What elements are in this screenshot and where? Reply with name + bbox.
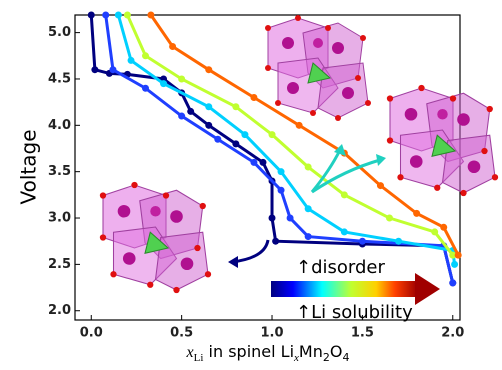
data-point	[413, 210, 420, 217]
data-point	[232, 140, 239, 147]
data-point	[205, 66, 212, 73]
data-point	[205, 122, 212, 129]
data-point	[178, 113, 185, 120]
data-point	[250, 159, 257, 166]
data-point	[109, 66, 116, 73]
y-tick-label: 2.0	[48, 303, 71, 318]
data-point	[142, 52, 149, 59]
data-point	[278, 187, 285, 194]
data-point	[187, 108, 194, 115]
x-label-part: 4	[342, 351, 349, 364]
annotation: ↑disorder	[296, 257, 385, 278]
data-point	[386, 215, 393, 222]
data-point	[269, 215, 276, 222]
y-tick-label: 2.5	[48, 257, 71, 272]
data-point	[305, 164, 312, 171]
x-tick-label: 1.0	[261, 326, 284, 341]
annotation: ↑Li solubility	[296, 302, 413, 323]
data-point	[272, 238, 279, 245]
data-point	[431, 228, 438, 235]
y-tick-label: 5.0	[48, 25, 71, 40]
data-point	[178, 75, 185, 82]
x-label-part: O	[330, 342, 343, 361]
data-point	[440, 224, 447, 231]
data-point	[147, 12, 154, 19]
data-point	[241, 131, 248, 138]
x-tick-label: 2.0	[441, 326, 464, 341]
x-axis-label: xLi in spinel LixMn2O4	[186, 342, 350, 364]
data-point	[269, 131, 276, 138]
x-tick-label: 0.0	[80, 326, 103, 341]
data-point	[377, 182, 384, 189]
data-point	[160, 80, 167, 87]
y-tick-label: 4.5	[48, 71, 71, 86]
data-point	[341, 228, 348, 235]
y-axis-label: Voltage	[17, 129, 41, 204]
chart: ↑disorder ↑Li solubility Voltage xLi in …	[0, 0, 502, 370]
data-point	[395, 238, 402, 245]
x-tick-label: 0.5	[170, 326, 193, 341]
data-point	[451, 261, 458, 268]
data-point	[102, 12, 109, 19]
data-point	[287, 215, 294, 222]
data-point	[142, 85, 149, 92]
data-point	[305, 205, 312, 212]
x-label-part: in spinel Li	[203, 342, 294, 361]
x-label-part: 2	[323, 351, 330, 364]
data-point	[305, 233, 312, 240]
data-point	[232, 103, 239, 110]
data-point	[250, 94, 257, 101]
x-tick-label: 1.5	[351, 326, 374, 341]
x-label-part: Mn	[299, 342, 323, 361]
data-point	[296, 122, 303, 129]
data-point	[455, 252, 462, 259]
data-point	[278, 168, 285, 175]
data-point	[449, 279, 456, 286]
data-point	[91, 66, 98, 73]
x-label-part: x	[186, 344, 194, 361]
data-point	[259, 159, 266, 166]
data-point	[124, 12, 131, 19]
y-tick-label: 4.0	[48, 118, 71, 133]
data-point	[341, 191, 348, 198]
data-point	[205, 103, 212, 110]
data-point	[115, 12, 122, 19]
y-tick-label: 3.5	[48, 164, 71, 179]
y-tick-label: 3.0	[48, 211, 71, 226]
data-point	[88, 12, 95, 19]
data-point	[128, 57, 135, 64]
data-point	[359, 238, 366, 245]
data-point	[214, 136, 221, 143]
colorbar	[271, 281, 417, 297]
data-point	[169, 43, 176, 50]
x-label-part: Li	[194, 352, 204, 364]
